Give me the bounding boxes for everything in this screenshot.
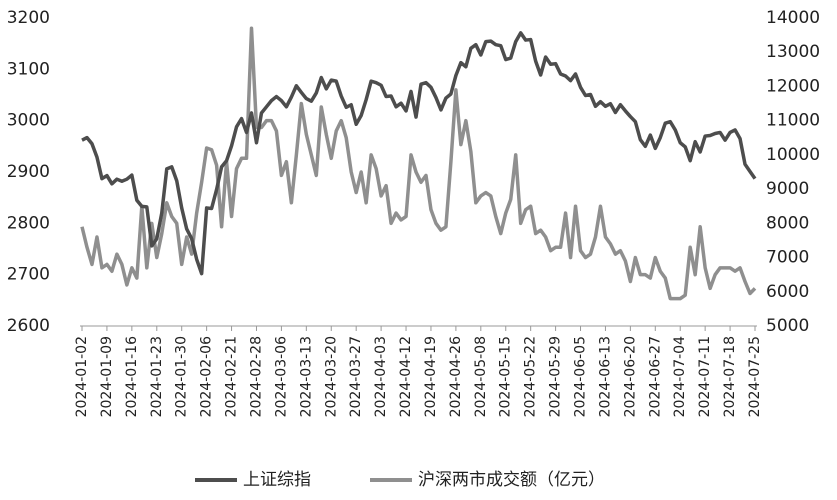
x-tick-label: 2024-07-25 [747, 336, 763, 417]
y-tick-label: 3200 [7, 8, 50, 28]
y2-tick-label: 12000 [766, 76, 820, 96]
x-tick-label: 2024-07-11 [697, 336, 713, 417]
x-tick-label: 2024-05-29 [548, 336, 564, 417]
y-tick-label: 2600 [7, 316, 50, 336]
x-tick-label: 2024-06-27 [647, 336, 663, 417]
x-tick-label: 2024-04-03 [373, 336, 389, 417]
y2-tick-label: 10000 [766, 145, 820, 165]
y2-tick-label: 7000 [766, 248, 809, 268]
y2-tick-label: 13000 [766, 42, 820, 62]
x-tick-label: 2024-01-23 [149, 336, 165, 417]
x-tick-label: 2024-03-20 [323, 336, 339, 417]
x-tick-label: 2024-07-18 [722, 336, 738, 417]
x-tick-label: 2024-01-30 [174, 336, 190, 417]
x-tick-label: 2024-03-13 [298, 336, 314, 417]
x-tick-label: 2024-06-20 [622, 336, 638, 417]
x-tick-label: 2024-02-28 [248, 336, 264, 417]
legend-label: 上证综指 [243, 470, 311, 490]
y-tick-label: 2800 [7, 213, 50, 233]
y2-tick-label: 9000 [766, 179, 809, 199]
x-tick-label: 2024-04-26 [448, 336, 464, 417]
y2-tick-label: 8000 [766, 213, 809, 233]
x-tick-label: 2024-02-21 [224, 336, 240, 417]
y-tick-label: 3000 [7, 111, 50, 131]
y2-tick-label: 14000 [766, 8, 820, 28]
series-line [81, 31, 757, 276]
x-tick-label: 2024-01-09 [99, 336, 115, 417]
legend-label: 沪深两市成交额（亿元） [418, 470, 605, 490]
x-tick-label: 2024-05-22 [523, 336, 539, 417]
y2-tick-label: 5000 [766, 316, 809, 336]
x-tick-label: 2024-04-12 [398, 336, 414, 417]
y-tick-label: 2700 [7, 265, 50, 285]
y2-tick-label: 6000 [766, 282, 809, 302]
x-tick-label: 2024-06-05 [573, 336, 589, 417]
x-tick-label: 2024-04-19 [423, 336, 439, 417]
x-tick-label: 2024-05-15 [498, 336, 514, 417]
x-tick-label: 2024-06-13 [597, 336, 613, 417]
y-tick-label: 3100 [7, 59, 50, 79]
y2-tick-label: 11000 [766, 111, 820, 131]
x-tick-label: 2024-01-16 [124, 336, 140, 417]
x-tick-label: 2024-03-27 [348, 336, 364, 417]
x-tick-label: 2024-01-02 [74, 336, 90, 417]
series-line [80, 26, 757, 301]
x-tick-label: 2024-02-06 [199, 336, 215, 417]
x-tick-label: 2024-07-04 [672, 336, 688, 417]
x-tick-label: 2024-05-08 [473, 336, 489, 417]
x-tick-label: 2024-03-06 [273, 336, 289, 417]
y-tick-label: 2900 [7, 162, 50, 182]
